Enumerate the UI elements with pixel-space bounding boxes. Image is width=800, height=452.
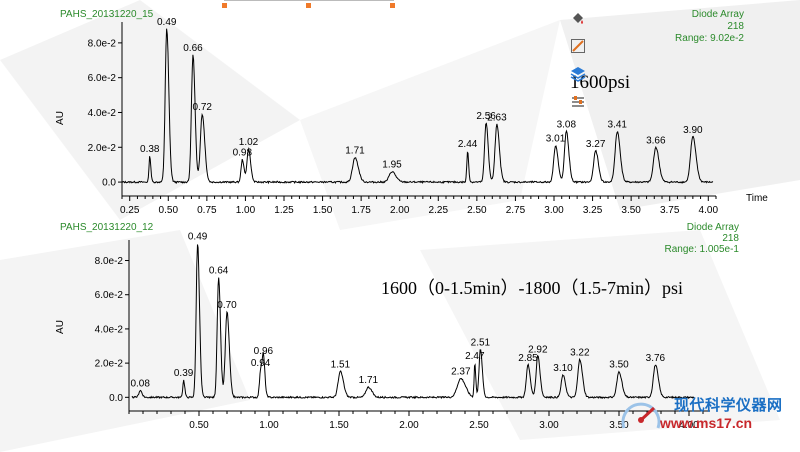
run-id: PAHS_20131220_15 [60, 9, 154, 20]
x-tick-label: 1.50 [329, 420, 349, 431]
x-tick-label: 1.50 [313, 205, 333, 216]
chromatogram-top: PAHS_20131220_15 Diode Array 218 Range: … [55, 9, 768, 216]
peak-label: 0.08 [130, 378, 150, 389]
y-tick-label: 6.0e-2 [95, 290, 124, 301]
layers-icon[interactable] [566, 62, 590, 86]
peak-label: 0.49 [157, 17, 177, 28]
peak-label: 1.02 [239, 137, 259, 148]
channel-label: 218 [727, 21, 744, 32]
peak-label: 0.96 [254, 346, 274, 357]
x-tick-label: 2.00 [399, 420, 419, 431]
peak-label: 3.90 [683, 125, 703, 136]
chromatogram-trace [131, 244, 695, 400]
resize-handle[interactable] [306, 3, 311, 8]
peak-label: 1.95 [382, 160, 402, 171]
peak-label: 2.85 [518, 353, 538, 364]
edit-graph-icon[interactable] [566, 34, 590, 58]
peak-label: 2.44 [458, 139, 478, 150]
y-tick-label: 2.0e-2 [88, 143, 117, 154]
x-tick-label: 4.00 [699, 205, 719, 216]
x-tick-label: 1.25 [274, 205, 294, 216]
peak-label: 2.56 [476, 111, 496, 122]
peak-label: 0.98 [233, 147, 253, 158]
peak-label: 3.66 [646, 135, 666, 146]
gauge-logo-icon [621, 402, 661, 429]
x-tick-label: 3.00 [539, 420, 559, 431]
peak-label: 0.66 [183, 43, 203, 54]
peak-label: 3.22 [570, 348, 590, 359]
peak-label: 0.70 [217, 300, 237, 311]
chromatogram-bottom: PAHS_20131220_12 Diode Array 218 Range: … [55, 222, 739, 431]
chromatogram-trace [121, 28, 714, 185]
y-axis-label: AU [55, 111, 66, 125]
x-tick-label: 3.00 [544, 205, 564, 216]
peak-label: 0.39 [174, 368, 194, 379]
watermark-title: 现代科学仪器网 [674, 397, 783, 414]
peak-label: 1.71 [359, 375, 379, 386]
x-tick-label: 3.75 [660, 205, 680, 216]
peak-label: 0.49 [188, 231, 208, 242]
peak-label: 3.01 [546, 134, 566, 145]
y-tick-label: 6.0e-2 [88, 73, 117, 84]
detector-label: Diode Array [687, 222, 739, 233]
fill-icon[interactable] [566, 6, 590, 30]
channel-label: 218 [722, 233, 739, 244]
watermark: 现代科学仪器网 www.ms17.cn [618, 392, 800, 442]
peak-label: 0.64 [209, 266, 229, 277]
x-tick-label: 3.50 [609, 420, 629, 431]
peak-label: 3.76 [646, 353, 666, 364]
y-tick-label: 0.0 [102, 178, 116, 189]
x-tick-label: 4.00 [679, 420, 699, 431]
chart-toolbar [566, 6, 596, 118]
peak-label: 2.51 [471, 337, 491, 348]
peak-label: 1.71 [345, 146, 365, 157]
peak-label: 2.37 [451, 367, 471, 378]
x-tick-label: 2.75 [506, 205, 526, 216]
x-tick-label: 3.50 [621, 205, 641, 216]
peak-label: 2.63 [487, 113, 507, 124]
x-tick-label: 0.75 [197, 205, 217, 216]
peak-label: 0.94 [251, 358, 271, 369]
watermark-url: www.ms17.cn [660, 415, 753, 431]
peak-label: 0.38 [140, 144, 160, 155]
resize-handle[interactable] [390, 3, 395, 8]
peak-label: 3.10 [553, 363, 573, 374]
x-tick-label: 2.50 [467, 205, 487, 216]
y-tick-label: 8.0e-2 [88, 38, 117, 49]
peak-label: 1.51 [331, 360, 351, 371]
x-tick-label: 0.50 [159, 205, 179, 216]
y-tick-label: 2.0e-2 [95, 359, 124, 370]
settings-icon[interactable] [566, 90, 590, 114]
peak-label: 2.92 [528, 344, 548, 355]
resize-handle[interactable] [222, 3, 227, 8]
x-tick-label: 1.00 [259, 420, 279, 431]
x-tick-label: 2.25 [429, 205, 449, 216]
x-tick-label: 2.50 [469, 420, 489, 431]
run-id: PAHS_20131220_12 [60, 222, 154, 233]
y-tick-label: 0.0 [109, 393, 123, 404]
range-label: Range: 1.005e-1 [664, 244, 739, 255]
x-tick-label: 1.75 [351, 205, 371, 216]
pressure-annotation-bottom: 1600（0-1.5min）-1800（1.5-7min）psi [381, 278, 683, 298]
x-tick-label: 1.00 [236, 205, 256, 216]
peak-label: 0.72 [192, 102, 212, 113]
x-tick-label: 2.00 [390, 205, 410, 216]
y-tick-label: 8.0e-2 [95, 256, 124, 267]
peak-label: 3.50 [609, 360, 629, 371]
selection-bar[interactable] [222, 0, 395, 8]
detector-label: Diode Array [692, 9, 744, 20]
x-tick-label: 3.25 [583, 205, 603, 216]
peak-label: 3.27 [586, 139, 606, 150]
peak-label: 3.41 [608, 120, 628, 131]
x-tick-label: 0.25 [120, 205, 140, 216]
y-tick-label: 4.0e-2 [88, 108, 117, 119]
range-label: Range: 9.02e-2 [675, 33, 744, 44]
y-tick-label: 4.0e-2 [95, 324, 124, 335]
y-axis-label: AU [55, 320, 66, 334]
peak-label: 3.08 [557, 120, 577, 131]
x-axis-label: Time [746, 193, 768, 204]
x-tick-label: 0.50 [189, 420, 209, 431]
peak-label: 2.47 [465, 351, 485, 362]
